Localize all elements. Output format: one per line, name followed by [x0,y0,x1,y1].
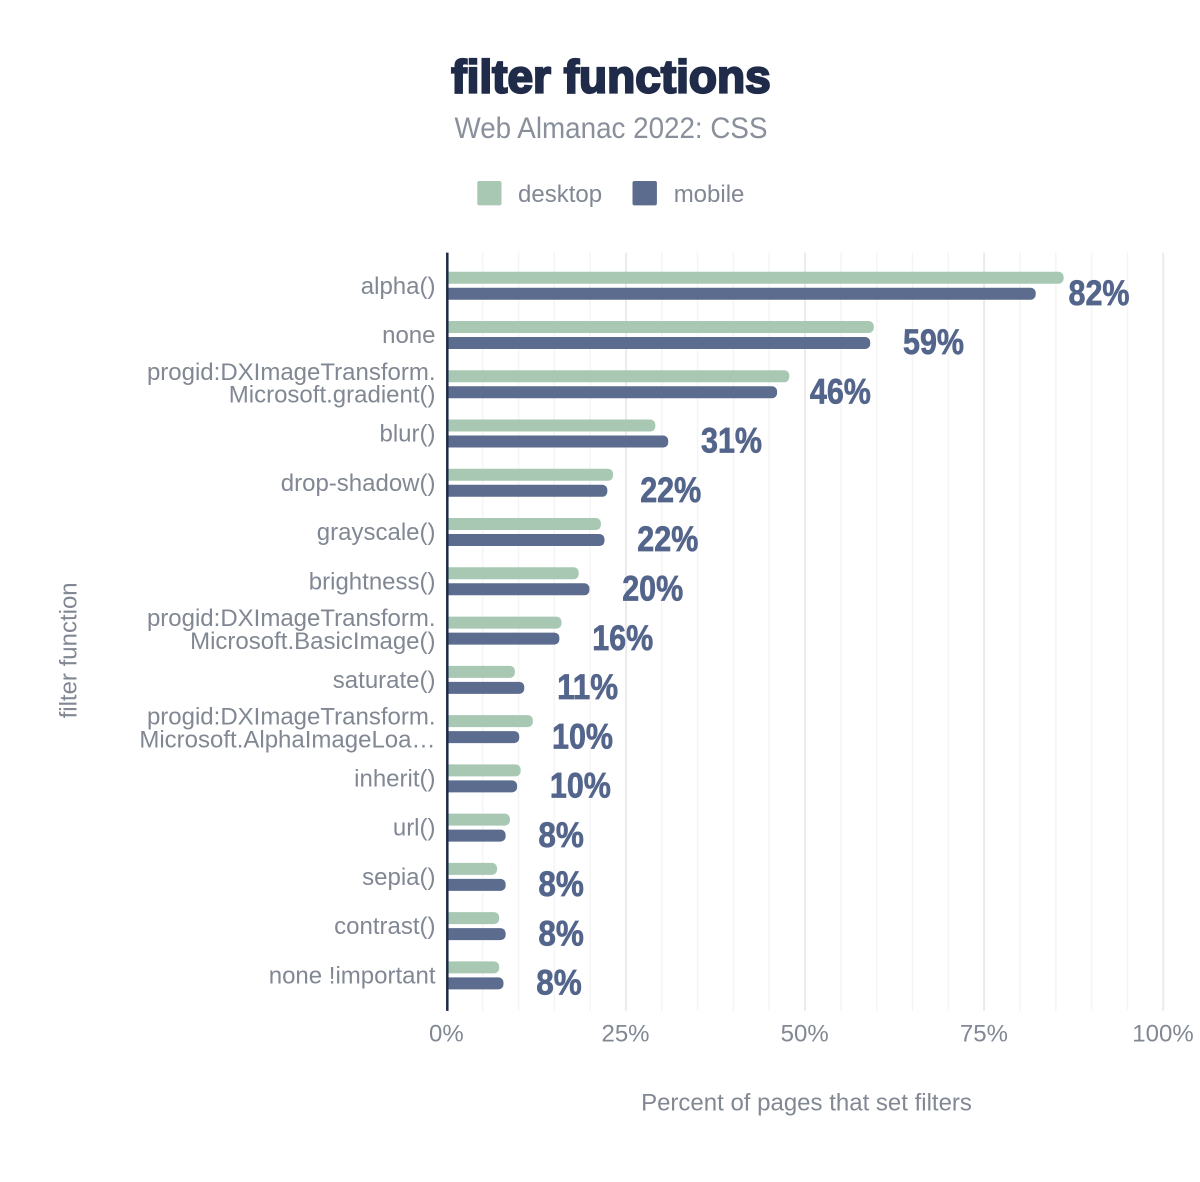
svg-text:Percent of pages that set filt: Percent of pages that set filters [641,1090,972,1117]
svg-text:desktop: desktop [518,181,602,208]
svg-text:8%: 8% [538,816,584,855]
svg-text:8%: 8% [538,865,584,904]
svg-text:10%: 10% [550,767,611,806]
svg-text:10%: 10% [552,717,613,756]
svg-text:blur(): blur() [379,421,435,448]
svg-text:8%: 8% [536,964,582,1003]
svg-text:16%: 16% [592,619,653,658]
svg-text:grayscale(): grayscale() [317,519,436,546]
svg-text:31%: 31% [701,422,762,461]
svg-text:25%: 25% [601,1021,649,1048]
svg-text:82%: 82% [1069,274,1130,313]
svg-text:progid:DXImageTransform.: progid:DXImageTransform. [147,359,436,386]
svg-text:none: none [382,322,435,349]
svg-text:59%: 59% [903,323,964,362]
svg-text:saturate(): saturate() [333,667,436,694]
svg-text:url(): url() [393,815,436,842]
svg-text:Web Almanac 2022: CSS: Web Almanac 2022: CSS [455,112,768,145]
svg-text:progid:DXImageTransform.: progid:DXImageTransform. [147,605,436,632]
svg-text:brightness(): brightness() [309,568,436,595]
svg-text:none !important: none !important [269,962,436,989]
svg-text:mobile: mobile [674,181,745,208]
svg-text:50%: 50% [781,1021,829,1048]
svg-text:8%: 8% [538,914,584,953]
svg-text:drop-shadow(): drop-shadow() [281,470,436,497]
svg-text:Microsoft.BasicImage(): Microsoft.BasicImage() [190,628,435,655]
svg-text:alpha(): alpha() [361,273,436,300]
svg-text:filter function: filter function [56,582,83,718]
svg-text:11%: 11% [557,668,618,707]
svg-text:sepia(): sepia() [362,864,435,891]
svg-text:inherit(): inherit() [354,765,435,792]
svg-text:20%: 20% [622,570,683,609]
svg-text:progid:DXImageTransform.: progid:DXImageTransform. [147,704,436,731]
svg-text:0%: 0% [429,1021,464,1048]
svg-text:22%: 22% [637,520,698,559]
svg-text:Microsoft.gradient(): Microsoft.gradient() [229,382,436,409]
svg-text:100%: 100% [1132,1021,1193,1048]
svg-text:22%: 22% [640,471,701,510]
svg-text:filter functions: filter functions [451,51,770,103]
svg-text:46%: 46% [810,373,871,412]
svg-text:75%: 75% [960,1021,1008,1048]
svg-text:contrast(): contrast() [334,913,435,940]
svg-text:Microsoft.AlphaImageLoa…: Microsoft.AlphaImageLoa… [139,726,435,753]
